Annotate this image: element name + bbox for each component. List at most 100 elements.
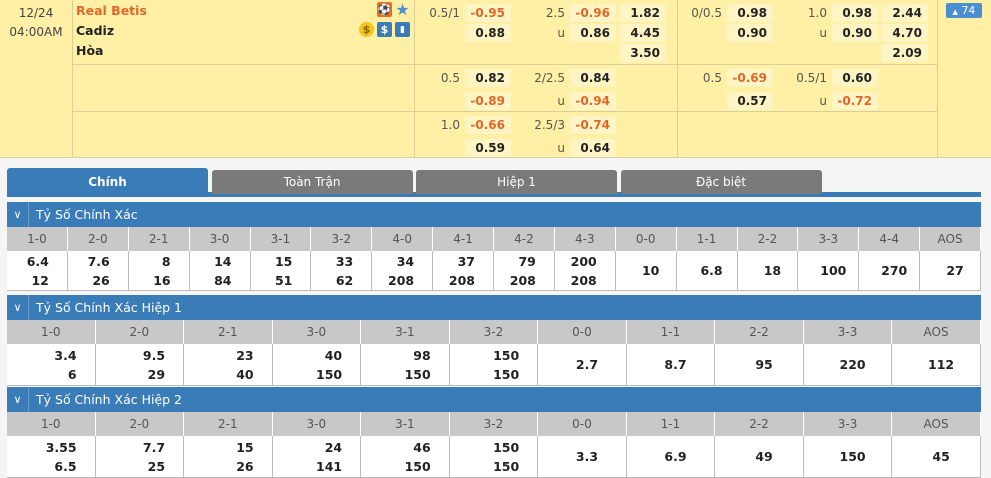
odds-value[interactable]: 6.5 <box>54 458 77 474</box>
odds-value[interactable]: 6.8 <box>700 263 723 278</box>
score-odds-cell[interactable]: 34 208 <box>372 251 434 291</box>
tab-2[interactable]: Hiệp 1 <box>416 170 617 194</box>
odds-value[interactable]: 26 <box>236 458 254 474</box>
score-odds-cell[interactable]: 112 <box>892 344 981 386</box>
odds-value[interactable]: 150 <box>316 366 343 382</box>
score-odds-cell[interactable]: 6.9 <box>626 436 716 478</box>
odds-value[interactable]: -0.95 <box>465 4 511 22</box>
score-odds-cell[interactable]: 150 150 <box>449 344 539 386</box>
odds-value[interactable]: 4.70 <box>882 24 928 42</box>
score-odds-cell[interactable]: 24 141 <box>272 436 362 478</box>
odds-value[interactable]: 16 <box>153 272 171 288</box>
player-icon[interactable]: ⚽ <box>377 2 392 17</box>
odds-value[interactable]: -0.74 <box>570 116 616 134</box>
odds-value[interactable]: 84 <box>214 272 232 288</box>
odds-value[interactable]: 0.88 <box>465 24 511 42</box>
odds-value[interactable]: 29 <box>147 366 166 382</box>
score-odds-cell[interactable]: 37 208 <box>433 251 494 291</box>
odds-value[interactable]: 100 <box>820 263 847 278</box>
odds-value[interactable]: 49 <box>755 449 773 464</box>
section-header[interactable]: ∨ Tỷ Số Chính Xác Hiệp 2 <box>7 387 981 412</box>
score-odds-cell[interactable]: 40 150 <box>272 344 362 386</box>
tab-0[interactable]: Chính <box>7 168 208 197</box>
odds-value[interactable]: 0.84 <box>570 69 616 87</box>
score-odds-cell[interactable]: 27 <box>920 251 981 291</box>
odds-value[interactable]: 2.7 <box>575 357 599 372</box>
odds-value[interactable]: 208 <box>448 272 475 288</box>
chevron-down-icon[interactable]: ∨ <box>7 295 29 320</box>
odds-value[interactable]: -0.96 <box>570 4 616 22</box>
score-odds-cell[interactable]: 7.7 25 <box>95 436 185 478</box>
odds-value[interactable]: 10 <box>641 263 660 278</box>
away-team[interactable]: Cadiz <box>76 23 115 38</box>
score-odds-cell[interactable]: 79 208 <box>494 251 555 291</box>
score-odds-cell[interactable]: 220 <box>803 344 893 386</box>
home-team[interactable]: Real Betis <box>76 3 147 18</box>
odds-value[interactable]: 150 <box>493 439 520 455</box>
odds-value[interactable]: 24 <box>324 439 343 455</box>
odds-value[interactable]: 26 <box>92 272 110 288</box>
score-odds-cell[interactable]: 14 84 <box>189 251 251 291</box>
odds-value[interactable]: 79 <box>518 253 536 269</box>
chevron-down-icon[interactable]: ∨ <box>7 202 29 227</box>
odds-value[interactable]: 15 <box>236 439 254 455</box>
score-odds-cell[interactable]: 8 16 <box>128 251 190 291</box>
score-odds-cell[interactable]: 15 51 <box>250 251 312 291</box>
more-markets-button[interactable]: ▲ 74 <box>946 3 982 18</box>
score-odds-cell[interactable]: 33 62 <box>311 251 373 291</box>
odds-value[interactable]: 150 <box>493 347 520 363</box>
chevron-down-icon[interactable]: ∨ <box>7 387 29 412</box>
odds-value[interactable]: 23 <box>236 347 254 363</box>
tab-1[interactable]: Toàn Trận <box>211 170 413 194</box>
odds-value[interactable]: 0.60 <box>832 69 878 87</box>
score-odds-cell[interactable]: 3.4 6 <box>7 344 96 386</box>
odds-value[interactable]: 150 <box>404 366 431 382</box>
odds-value[interactable]: 3.3 <box>575 449 599 464</box>
odds-value[interactable]: 7.7 <box>142 439 166 455</box>
score-odds-cell[interactable]: 6.8 <box>676 251 738 291</box>
section-header[interactable]: ∨ Tỷ Số Chính Xác <box>7 202 981 227</box>
odds-value[interactable]: 208 <box>570 272 597 288</box>
coin-icon[interactable]: $ <box>359 22 374 37</box>
dollar-icon[interactable]: $ <box>377 22 392 37</box>
odds-value[interactable]: 18 <box>763 263 782 278</box>
odds-value[interactable]: 141 <box>316 458 343 474</box>
odds-value[interactable]: -0.89 <box>465 92 511 110</box>
score-odds-cell[interactable]: 10 <box>615 251 677 291</box>
odds-value[interactable]: 0.57 <box>727 92 773 110</box>
odds-value[interactable]: 6.4 <box>26 253 49 269</box>
odds-value[interactable]: 150 <box>493 366 520 382</box>
odds-value[interactable]: 200 <box>570 253 597 269</box>
odds-value[interactable]: 95 <box>755 357 773 372</box>
odds-value[interactable]: 62 <box>335 272 354 288</box>
odds-value[interactable]: 8.7 <box>664 357 687 372</box>
odds-value[interactable]: 4.45 <box>620 24 666 42</box>
score-odds-cell[interactable]: 9.5 29 <box>95 344 185 386</box>
score-odds-cell[interactable]: 150 <box>803 436 893 478</box>
odds-value[interactable]: -0.94 <box>570 92 616 110</box>
odds-value[interactable]: 0.59 <box>465 139 511 157</box>
odds-value[interactable]: 40 <box>324 347 343 363</box>
star-icon[interactable]: ★ <box>395 0 410 19</box>
odds-value[interactable]: 0.86 <box>570 24 616 42</box>
score-odds-cell[interactable]: 200 208 <box>554 251 616 291</box>
odds-value[interactable]: 9.5 <box>142 347 166 363</box>
odds-value[interactable]: 34 <box>396 253 415 269</box>
score-odds-cell[interactable]: 98 150 <box>361 344 450 386</box>
odds-value[interactable]: 8 <box>161 253 171 269</box>
odds-value[interactable]: 6.9 <box>664 449 687 464</box>
tab-3[interactable]: Đặc biệt <box>620 170 822 194</box>
score-odds-cell[interactable]: 3.55 6.5 <box>7 436 96 478</box>
odds-value[interactable]: 0.98 <box>727 4 773 22</box>
odds-value[interactable]: 46 <box>413 439 431 455</box>
odds-value[interactable]: 2.09 <box>882 44 928 62</box>
odds-value[interactable]: 6 <box>67 366 77 382</box>
odds-value[interactable]: -0.72 <box>832 92 878 110</box>
score-odds-cell[interactable]: 95 <box>715 344 804 386</box>
section-header[interactable]: ∨ Tỷ Số Chính Xác Hiệp 1 <box>7 295 981 320</box>
odds-value[interactable]: 12 <box>31 272 49 288</box>
odds-value[interactable]: 2.44 <box>882 4 928 22</box>
score-odds-cell[interactable]: 46 150 <box>361 436 450 478</box>
odds-value[interactable]: 45 <box>932 449 950 464</box>
odds-value[interactable]: 27 <box>946 263 964 278</box>
